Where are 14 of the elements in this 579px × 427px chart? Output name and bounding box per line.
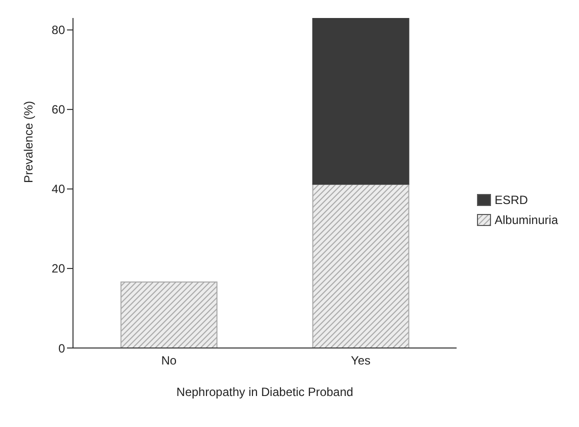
y-tick-label: 20 xyxy=(52,262,66,276)
y-tick-label: 80 xyxy=(52,23,66,38)
x-axis-title: Nephropathy in Diabetic Proband xyxy=(176,385,354,399)
bar xyxy=(312,18,410,185)
y-tick-label: 60 xyxy=(52,102,66,117)
legend-label: ESRD xyxy=(494,193,528,207)
y-tick-label: 0 xyxy=(58,341,66,356)
bar xyxy=(120,282,218,348)
y-axis-title: Prevalence (%) xyxy=(21,100,36,183)
legend-label: Albuminuria xyxy=(494,213,558,227)
x-tick-label: Yes xyxy=(350,354,371,368)
y-tick-label: 40 xyxy=(52,182,66,196)
bar xyxy=(312,184,410,348)
x-tick-label: No xyxy=(161,354,177,368)
